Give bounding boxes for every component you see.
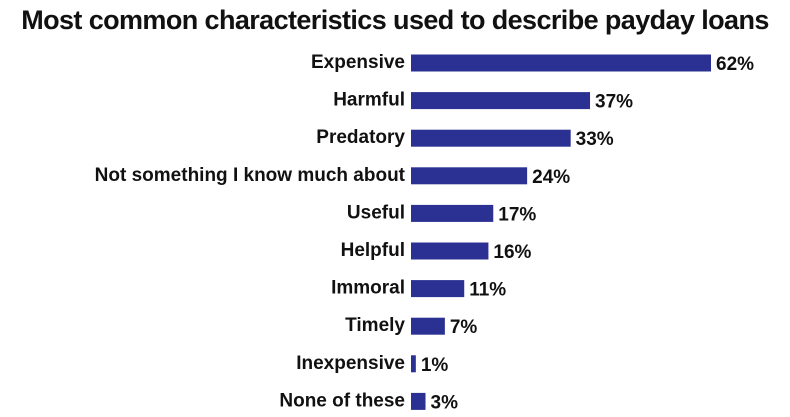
value-label: 17% xyxy=(498,204,536,225)
category-label: Timely xyxy=(345,315,405,336)
bar xyxy=(411,317,445,335)
category-label: Immoral xyxy=(331,278,405,299)
bar xyxy=(411,355,416,373)
value-label: 16% xyxy=(493,242,531,263)
bar xyxy=(411,280,465,298)
category-label: Inexpensive xyxy=(296,353,405,374)
bar xyxy=(411,167,528,185)
category-label: Helpful xyxy=(341,240,405,261)
bar xyxy=(411,129,571,147)
category-label: Expensive xyxy=(311,52,405,73)
value-label: 33% xyxy=(576,129,614,150)
category-label: Predatory xyxy=(316,127,405,148)
chart-title: Most common characteristics used to desc… xyxy=(21,5,769,35)
value-label: 11% xyxy=(469,280,506,301)
value-label: 24% xyxy=(532,167,570,188)
bar xyxy=(411,204,494,222)
bar xyxy=(411,242,489,260)
category-label: Useful xyxy=(347,202,405,223)
value-label: 1% xyxy=(421,355,449,376)
category-label: Harmful xyxy=(333,90,405,111)
category-label: None of these xyxy=(279,390,405,411)
value-label: 62% xyxy=(716,54,754,75)
bar xyxy=(411,54,711,72)
bar xyxy=(411,92,591,110)
category-label: Not something I know much about xyxy=(95,165,406,186)
bar xyxy=(411,392,426,410)
value-label: 3% xyxy=(431,392,459,413)
value-label: 37% xyxy=(595,92,633,113)
value-label: 7% xyxy=(450,317,478,338)
